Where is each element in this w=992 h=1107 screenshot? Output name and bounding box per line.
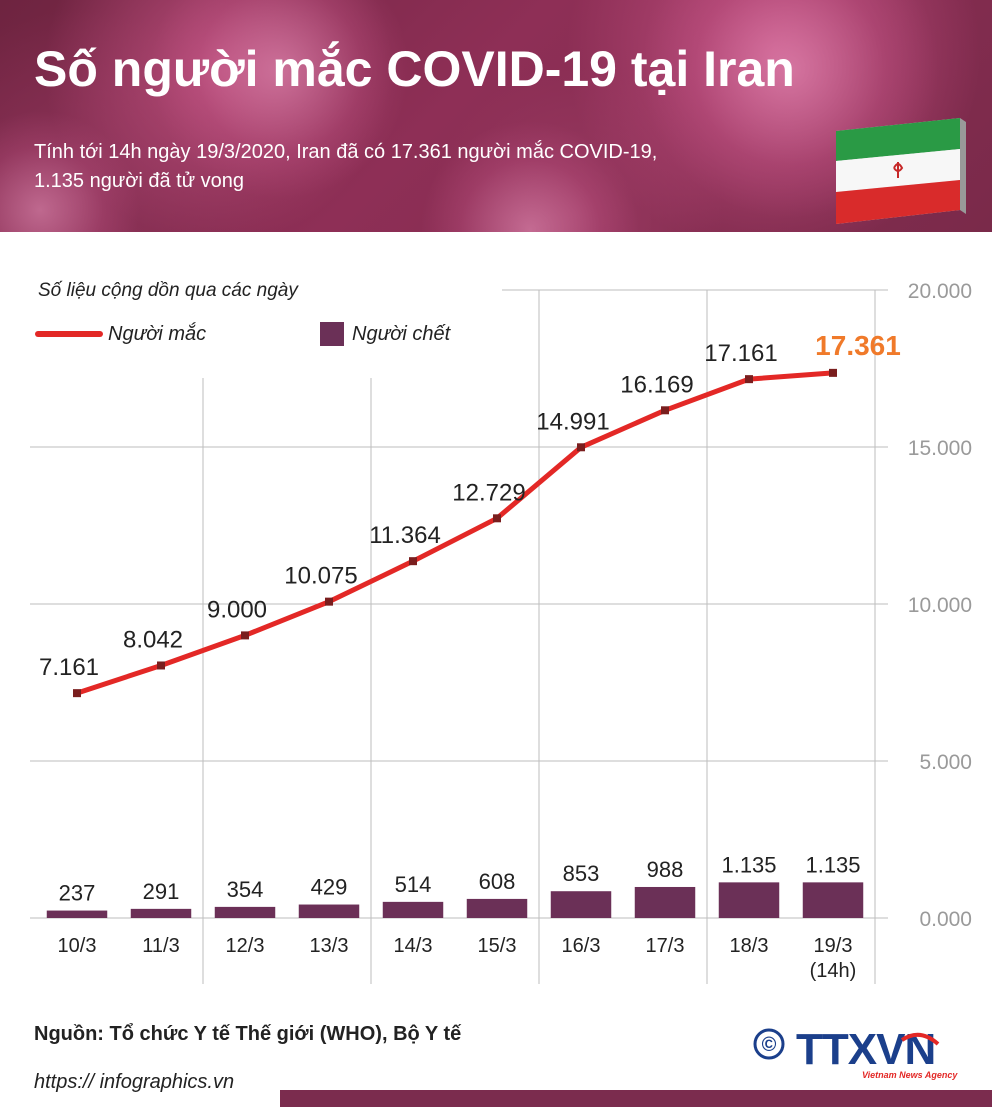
cases-line — [73, 368, 837, 698]
y-tick-label: 5.000 — [919, 751, 972, 774]
chart-grid — [30, 289, 888, 984]
death-bar — [46, 910, 108, 918]
death-bar — [130, 908, 192, 918]
x-tick-label: 17/3 — [646, 935, 685, 957]
death-value-label: 514 — [395, 872, 432, 897]
death-bar — [214, 906, 276, 918]
y-tick-label: 10.000 — [908, 594, 972, 617]
x-tick-label: 18/3 — [730, 935, 769, 957]
source-credit: Nguồn: Tổ chức Y tế Thế giới (WHO), Bộ Y… — [34, 1023, 462, 1045]
subtitle-line-1: Tính tới 14h ngày 19/3/2020, Iran đã có … — [34, 141, 658, 163]
logo-text: TTXVN — [796, 1025, 935, 1074]
footer-bar — [280, 1090, 992, 1107]
case-point — [325, 597, 333, 606]
case-value-label: 9.000 — [207, 596, 267, 623]
covid-chart: Số liệu cộng dồn qua các ngày Người mắc … — [30, 280, 972, 984]
cases-line-path — [76, 370, 834, 696]
chart-subtitle: Số liệu cộng dồn qua các ngày — [38, 280, 299, 301]
case-value-label: 16.169 — [620, 371, 693, 398]
death-bar — [718, 882, 780, 918]
legend-label-deaths: Người chết — [352, 323, 452, 345]
y-tick-label: 0.000 — [919, 908, 972, 931]
x-tick-label: 14/3 — [394, 935, 433, 957]
case-point — [409, 557, 417, 566]
x-tick-label: 13/3 — [310, 935, 349, 957]
case-point — [157, 661, 165, 670]
x-tick-label: 10/3 — [58, 935, 97, 957]
logo-subtext: Vietnam News Agency — [862, 1070, 958, 1080]
case-point — [829, 368, 837, 377]
x-tick-note: (14h) — [810, 960, 857, 982]
x-tick-label: 19/3 — [814, 935, 853, 957]
x-tick-label: 12/3 — [226, 935, 265, 957]
case-point — [661, 406, 669, 415]
death-bar — [382, 901, 444, 918]
axis-labels: 0.000 5.000 10.000 15.000 20.000 10/3 11/3 12/3… — [58, 280, 972, 982]
case-point — [241, 631, 249, 640]
case-value-label: 17.161 — [704, 340, 777, 367]
death-value-label: 1.135 — [721, 852, 776, 877]
case-value-label: 10.075 — [284, 563, 357, 590]
death-value-label: 608 — [479, 869, 516, 894]
x-tick-label: 15/3 — [478, 935, 517, 957]
case-value-label: 11.364 — [369, 522, 441, 549]
case-value-label: 7.161 — [39, 654, 99, 681]
iran-flag-icon — [836, 118, 966, 224]
death-value-label: 291 — [143, 879, 180, 904]
case-point — [577, 443, 585, 452]
deaths-bars — [46, 882, 864, 918]
death-value-label: 853 — [563, 861, 600, 886]
page-title: Số người mắc COVID-19 tại Iran — [34, 41, 795, 97]
x-tick-label: 16/3 — [562, 935, 601, 957]
case-value-label: 12.729 — [452, 479, 525, 506]
website-link[interactable]: https:// infographics.vn — [34, 1071, 235, 1093]
death-bar — [634, 886, 696, 918]
ttxvn-logo-icon: © TTXVN Vietnam News Agency — [753, 1025, 958, 1080]
case-value-label-highlight: 17.361 — [815, 330, 901, 361]
legend-bar-swatch — [320, 322, 344, 346]
chart-legend: Số liệu cộng dồn qua các ngày Người mắc … — [35, 280, 452, 346]
y-tick-label: 15.000 — [908, 437, 972, 460]
death-value-label: 429 — [311, 875, 348, 900]
death-value-label: 354 — [227, 877, 264, 902]
death-value-label: 237 — [59, 881, 96, 906]
death-bar — [298, 904, 360, 918]
case-point — [493, 514, 501, 523]
case-point — [73, 689, 81, 698]
copyright-symbol: © — [762, 1034, 777, 1056]
subtitle-line-2: 1.135 người đã tử vong — [34, 170, 245, 192]
death-value-label: 988 — [647, 857, 684, 882]
case-value-label: 14.991 — [536, 408, 609, 435]
death-bar — [550, 891, 612, 918]
legend-label-cases: Người mắc — [108, 322, 206, 345]
page-subtitle: Tính tới 14h ngày 19/3/2020, Iran đã có … — [34, 138, 834, 196]
y-tick-label: 20.000 — [908, 280, 972, 303]
virus-decoration — [150, 0, 410, 200]
case-value-label: 8.042 — [123, 626, 183, 653]
data-labels: 237 291 354 429 514 608 853 988 1.135 1.135 7.161 8… — [39, 330, 901, 906]
death-value-label: 1.135 — [805, 852, 860, 877]
header-banner: Số người mắc COVID-19 tại Iran Tính tới … — [0, 0, 992, 232]
case-point — [745, 375, 753, 384]
death-bar — [802, 882, 864, 918]
x-tick-label: 11/3 — [142, 935, 179, 957]
death-bar — [466, 898, 528, 918]
